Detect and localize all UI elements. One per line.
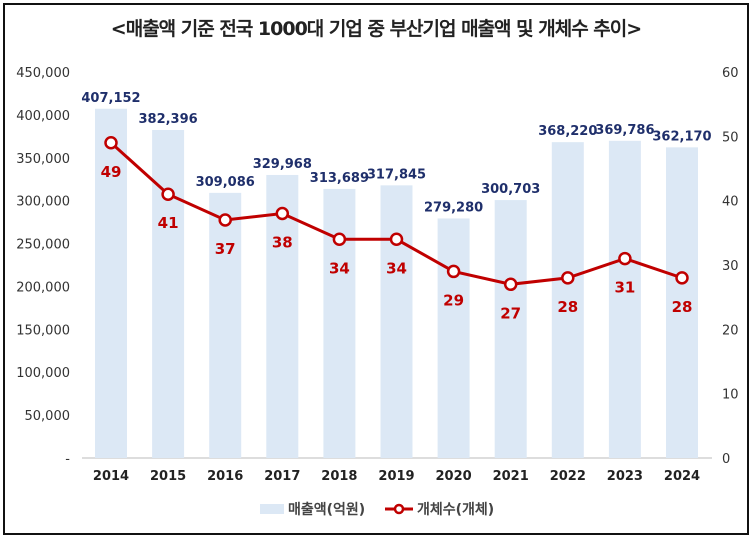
bar [266, 174, 299, 458]
left-axis-tick-label: 450,000 [16, 66, 70, 81]
bar-data-label: 368,220 [538, 124, 597, 139]
line-data-label: 41 [158, 214, 179, 232]
line-point [675, 271, 689, 285]
line-data-label: 37 [215, 240, 236, 258]
line-data-label: 34 [329, 259, 350, 277]
line-data-label: 28 [672, 298, 693, 316]
bar [209, 192, 242, 458]
chart-title: <매출액 기준 전국 1000대 기업 중 부산기업 매출액 및 개체수 추이> [110, 18, 642, 40]
line-data-label: 38 [272, 234, 293, 252]
left-axis-tick-label: 200,000 [16, 280, 70, 295]
x-axis-tick-label: 2022 [550, 469, 586, 484]
x-axis-tick-label: 2018 [321, 469, 357, 484]
line-point [618, 251, 632, 266]
x-axis-tick-label: 2021 [493, 469, 529, 484]
right-axis-tick-label: 0 [722, 452, 730, 467]
bar [437, 218, 470, 458]
left-axis-tick-label: 150,000 [16, 323, 70, 338]
x-axis-tick-label: 2019 [378, 469, 414, 484]
line-point [332, 232, 347, 247]
bar-data-label: 309,086 [196, 175, 255, 190]
x-axis-tick-label: 2014 [93, 469, 129, 484]
bar-data-label: 382,396 [138, 112, 197, 127]
bar-data-label: 313,689 [310, 171, 369, 186]
line-data-label: 29 [443, 291, 464, 309]
line-point [275, 206, 290, 221]
bar [323, 188, 356, 458]
left-axis-tick-label: 50,000 [25, 409, 71, 424]
legend-line-marker [393, 503, 405, 515]
right-axis-tick-label: 50 [722, 130, 739, 145]
bar-data-label: 362,170 [652, 129, 711, 144]
right-axis-tick-label: 10 [722, 388, 739, 403]
legend-bar-swatch [260, 504, 284, 514]
bar [95, 108, 127, 458]
line-point [389, 232, 404, 247]
line-point [503, 277, 518, 292]
x-axis-tick-label: 2020 [436, 469, 472, 484]
left-axis-tick-label: 300,000 [16, 195, 70, 210]
bar [494, 200, 527, 458]
bar [380, 185, 413, 458]
left-axis-tick-label: - [65, 452, 70, 467]
x-axis-tick-label: 2015 [150, 469, 186, 484]
line-data-label: 49 [101, 163, 122, 181]
right-axis-tick-label: 20 [722, 323, 739, 338]
left-axis-tick-label: 250,000 [16, 238, 70, 253]
bar [608, 140, 641, 458]
x-axis-tick-label: 2023 [607, 469, 643, 484]
bar-data-label: 407,152 [81, 91, 140, 106]
chart-frame [3, 3, 749, 535]
line-point [161, 187, 175, 201]
bar [551, 142, 584, 459]
bar-data-label: 317,845 [367, 167, 426, 182]
legend-line-label: 개체수(개체) [417, 502, 494, 518]
right-axis-tick-label: 30 [722, 259, 739, 274]
left-axis-tick-label: 350,000 [16, 152, 70, 167]
left-axis-tick-label: 100,000 [16, 366, 70, 381]
line-point [561, 271, 575, 285]
left-axis-tick-label: 400,000 [16, 109, 70, 124]
line-data-label: 27 [500, 304, 521, 322]
bar-data-label: 369,786 [595, 123, 654, 138]
bar-data-label: 279,280 [424, 200, 483, 215]
line-point [446, 264, 461, 279]
legend-bar-label: 매출액(억원) [288, 501, 365, 518]
line-data-label: 34 [386, 259, 407, 277]
x-axis-tick-label: 2017 [264, 469, 300, 484]
right-axis-tick-label: 60 [722, 66, 739, 81]
bar [666, 147, 698, 458]
right-axis-tick-label: 40 [722, 195, 739, 210]
bar-data-label: 329,968 [253, 157, 312, 172]
line-data-label: 28 [557, 298, 578, 316]
bar [152, 129, 185, 459]
x-axis-tick-label: 2024 [664, 469, 700, 484]
line-data-label: 31 [614, 279, 635, 297]
x-axis-tick-label: 2016 [207, 469, 243, 484]
bar-data-label: 300,703 [481, 182, 540, 197]
line-point [104, 136, 118, 150]
line-point [218, 213, 232, 227]
